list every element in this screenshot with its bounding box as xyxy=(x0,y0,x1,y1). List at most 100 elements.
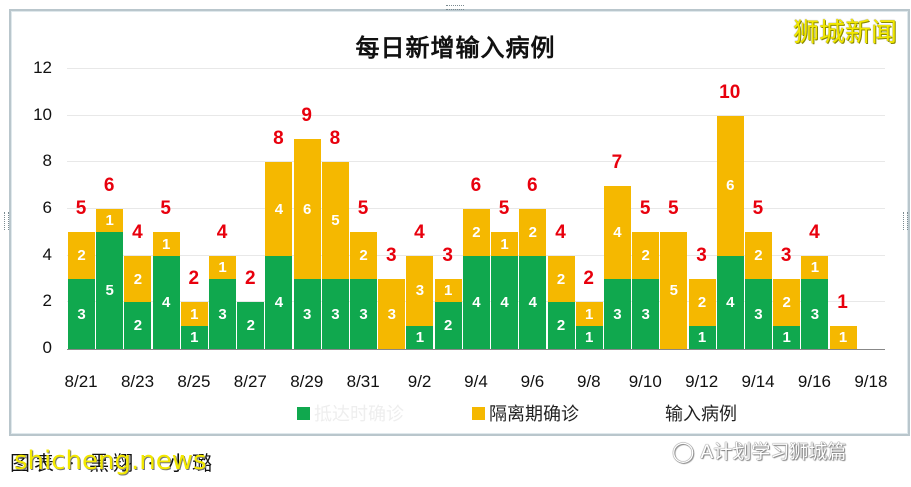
x-tick-label: 8/27 xyxy=(233,372,267,391)
segment-arrival: 3 xyxy=(350,279,378,349)
total-label: 8 xyxy=(329,128,341,150)
site-watermark: shicheng.news xyxy=(14,446,207,476)
x-tick-label: 8/31 xyxy=(346,372,380,391)
x-tick-label: 9/12 xyxy=(685,372,719,391)
segment-quarantine: 2 xyxy=(350,232,378,279)
segment-quarantine: 3 xyxy=(378,279,406,349)
legend-label: 抵达时确诊 xyxy=(314,404,404,425)
gridline xyxy=(67,114,885,116)
segment-arrival: 4 xyxy=(519,255,547,349)
resize-handle-right[interactable] xyxy=(903,212,908,230)
segment-quarantine: 1 xyxy=(152,232,180,256)
x-tick-label: 9/18 xyxy=(854,372,888,391)
total-label: 4 xyxy=(216,221,228,243)
x-tick-label: 8/23 xyxy=(120,372,155,391)
total-label: 6 xyxy=(527,175,538,196)
segment-arrival: 3 xyxy=(293,279,321,349)
x-tick-label: 8/29 xyxy=(290,372,324,391)
segment-arrival: 1 xyxy=(180,325,208,349)
y-tick-label: 4 xyxy=(42,244,52,264)
segment-arrival: 1 xyxy=(575,325,603,349)
legend-label: 输入病例 xyxy=(665,404,737,425)
segment-arrival: 1 xyxy=(773,325,801,349)
x-tick-label: 9/14 xyxy=(741,372,775,391)
total-label: 2 xyxy=(244,268,256,290)
bar-8/27: 2 xyxy=(237,302,265,349)
chart-caption: 图表 · 黑翔 · 小璐 xyxy=(10,451,217,475)
gridline xyxy=(67,208,885,209)
legend-item-arrival: 抵达时确诊 xyxy=(297,400,404,426)
legend-item-quarantine: 隔离期确诊 xyxy=(472,400,579,426)
segment-quarantine: 5 xyxy=(321,162,349,279)
y-tick-label: 12 xyxy=(33,58,52,77)
legend-swatch-yellow xyxy=(472,406,485,420)
resize-handle-left[interactable] xyxy=(4,212,9,230)
y-tick-label: 6 xyxy=(42,198,52,217)
total-label: 4 xyxy=(809,221,820,243)
segment-arrival: 1 xyxy=(688,325,716,349)
x-tick-label: 8/21 xyxy=(64,372,98,391)
resize-handle-top[interactable] xyxy=(446,5,464,10)
y-tick-label: 10 xyxy=(33,104,52,124)
segment-arrival: 3 xyxy=(321,279,349,349)
total-label: 3 xyxy=(696,245,707,266)
segment-quarantine: 2 xyxy=(744,232,772,279)
x-tick-label: 9/8 xyxy=(576,372,601,391)
x-tick-label: 8/25 xyxy=(177,372,211,391)
total-label: 5 xyxy=(75,198,87,220)
segment-arrival: 5 xyxy=(96,232,124,349)
total-label: 6 xyxy=(103,175,115,196)
total-label: 3 xyxy=(780,245,792,266)
wechat-label: A计划学习狮城篇 xyxy=(700,441,847,463)
total-label: 2 xyxy=(188,268,200,290)
segment-quarantine: 4 xyxy=(603,185,631,279)
segment-quarantine: 5 xyxy=(660,232,688,349)
segment-quarantine: 1 xyxy=(575,302,603,326)
segment-quarantine: 2 xyxy=(688,279,716,326)
segment-quarantine: 1 xyxy=(434,279,462,303)
total-label: 3 xyxy=(442,245,453,266)
watermark-logo: 狮城新闻 xyxy=(792,18,897,48)
gridline xyxy=(67,161,885,163)
segment-quarantine: 6 xyxy=(293,139,321,279)
y-tick-label: 0 xyxy=(42,338,52,357)
bar-9/11: 5 xyxy=(660,232,688,349)
total-label: 3 xyxy=(385,245,397,266)
total-label: 1 xyxy=(837,291,848,313)
segment-arrival: 4 xyxy=(462,255,490,349)
total-label: 5 xyxy=(357,198,369,220)
total-label: 5 xyxy=(752,198,764,220)
segment-quarantine: 3 xyxy=(406,255,434,326)
total-label: 10 xyxy=(719,81,741,103)
segment-arrival: 4 xyxy=(152,255,180,349)
total-label: 6 xyxy=(470,175,482,196)
segment-quarantine: 2 xyxy=(547,255,575,303)
segment-arrival: 2 xyxy=(237,302,265,349)
chart-title: 每日新增输入病例 xyxy=(355,34,556,62)
x-tick-label: 9/16 xyxy=(797,372,832,391)
segment-arrival: 3 xyxy=(603,279,631,349)
segment-arrival: 4 xyxy=(265,255,293,349)
segment-quarantine: 1 xyxy=(209,255,237,279)
segment-arrival: 4 xyxy=(491,255,519,349)
wechat-attribution: ◯ A计划学习狮城篇 xyxy=(672,437,846,464)
segment-quarantine: 2 xyxy=(519,209,547,256)
segment-arrival: 2 xyxy=(547,302,575,349)
total-label: 4 xyxy=(132,221,143,243)
segment-arrival: 3 xyxy=(209,279,237,349)
